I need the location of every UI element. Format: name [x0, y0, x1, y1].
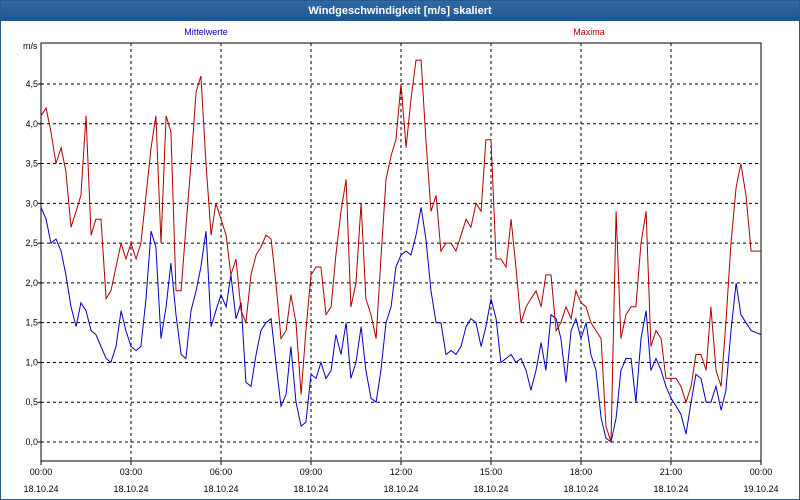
- y-tick-label: 0,5: [25, 397, 38, 407]
- x-tick-date: 18.10.24: [293, 484, 328, 494]
- axes: [38, 42, 762, 465]
- x-tick-time: 00:00: [750, 467, 773, 477]
- chart-svg: 0,0 0,5 1,0 1,5 2,0 2,5 3,0 3,5 4,0 4,5 00:00 18.10…: [23, 27, 779, 494]
- legend-mittelwerte: Mittelwerte: [184, 27, 228, 37]
- series-group: [40, 59, 762, 443]
- x-tick-date: 18.10.24: [383, 484, 418, 494]
- y-tick-label: 4,0: [25, 119, 38, 129]
- x-tick-date: 18.10.24: [653, 484, 688, 494]
- x-tick-date: 18.10.24: [473, 484, 508, 494]
- x-tick-time: 06:00: [210, 467, 233, 477]
- x-tick-time: 18:00: [570, 467, 593, 477]
- y-tick-label: 1,0: [25, 357, 38, 367]
- x-tick-time: 00:00: [30, 467, 53, 477]
- labels: 0,0 0,5 1,0 1,5 2,0 2,5 3,0 3,5 4,0 4,5 00:00 18.10…: [23, 27, 779, 494]
- x-tick-time: 21:00: [660, 467, 683, 477]
- y-tick-label: 3,0: [25, 198, 38, 208]
- y-axis-label: m/s: [23, 41, 38, 51]
- x-tick-date: 18.10.24: [563, 484, 598, 494]
- x-tick-date: 18.10.24: [203, 484, 238, 494]
- y-tick-label: 2,0: [25, 278, 38, 288]
- x-tick-date: 18.10.24: [23, 484, 58, 494]
- y-tick-label: 3,5: [25, 159, 38, 169]
- x-tick-time: 15:00: [480, 467, 503, 477]
- legend-maxima: Maxima: [573, 27, 605, 37]
- series-line-mittelwerte: [40, 207, 762, 443]
- x-tick-time: 12:00: [390, 467, 413, 477]
- y-tick-label: 2,5: [25, 238, 38, 248]
- x-tick-date: 18.10.24: [113, 484, 148, 494]
- y-tick-label: 4,5: [25, 79, 38, 89]
- window-title: Windgeschwindigkeit [m/s] skaliert: [1, 1, 799, 21]
- grid: [41, 43, 761, 461]
- x-tick-date: 19.10.24: [743, 484, 778, 494]
- series-line-maxima: [40, 59, 761, 443]
- x-tick-time: 03:00: [120, 467, 143, 477]
- y-tick-label: 0,0: [25, 437, 38, 447]
- y-tick-label: 1,5: [25, 318, 38, 328]
- x-tick-time: 09:00: [300, 467, 323, 477]
